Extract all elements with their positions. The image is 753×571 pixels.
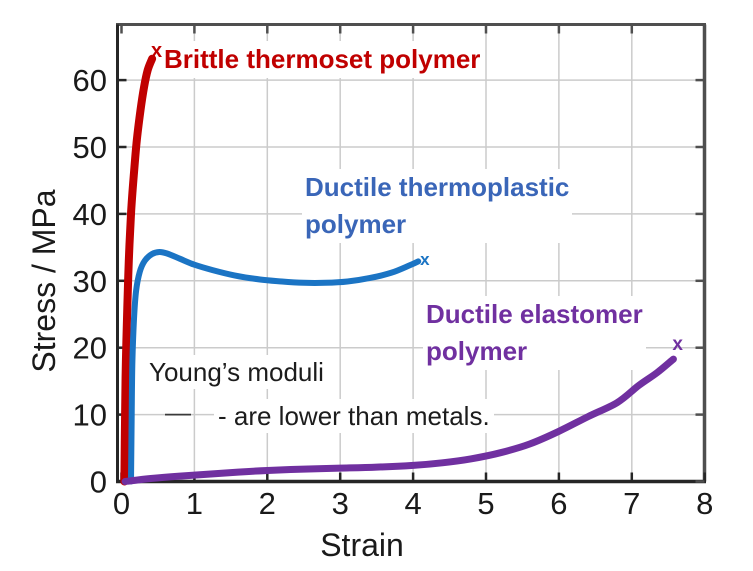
y-tick-label: 60: [73, 63, 107, 98]
y-tick-label: 20: [73, 331, 107, 366]
note-dash-mark: —: [165, 397, 191, 427]
note-lower-than-metals: - are lower than metals.: [214, 399, 494, 433]
y-tick-label: 10: [73, 398, 107, 433]
x-tick-label: 3: [332, 486, 349, 521]
label-ductile-elastomer-polymer: Ductile elastomer polymer: [423, 296, 646, 370]
curve-end-marker-2: x: [672, 334, 683, 355]
x-axis-title: Strain: [320, 527, 404, 563]
x-tick-label: 0: [113, 486, 130, 521]
x-tick-label: 4: [404, 486, 421, 521]
note-youngs-moduli: Young’s moduli: [145, 355, 328, 389]
curve-series-0: [120, 54, 157, 486]
label-brittle-thermoset-polymer: Brittle thermoset polymer: [161, 41, 484, 78]
y-tick-label: 40: [73, 197, 107, 232]
curve-end-marker-0: x: [151, 40, 162, 62]
x-tick-label: 1: [186, 486, 203, 521]
label-elastomer-line2: polymer: [426, 336, 528, 366]
label-thermoplastic-line2: polymer: [305, 209, 407, 239]
y-tick-label: 50: [73, 130, 107, 165]
label-brittle-text: Brittle thermoset polymer: [164, 44, 481, 74]
x-tick-label: 2: [259, 486, 276, 521]
x-tick-label: 7: [623, 486, 640, 521]
label-thermoplastic-line1: Ductile thermoplastic: [305, 172, 570, 202]
x-tick-label: 8: [696, 486, 713, 521]
x-tick-label: 6: [550, 486, 567, 521]
curve-end-marker-1: x: [420, 250, 430, 269]
curve-series-2: [121, 355, 677, 485]
y-tick-label: 0: [90, 465, 107, 500]
label-elastomer-line1: Ductile elastomer: [426, 299, 643, 329]
label-ductile-thermoplastic-polymer: Ductile thermoplastic polymer: [302, 169, 573, 243]
curve-series-1: [128, 248, 422, 485]
y-tick-label: 30: [73, 264, 107, 299]
x-tick-label: 5: [477, 486, 494, 521]
